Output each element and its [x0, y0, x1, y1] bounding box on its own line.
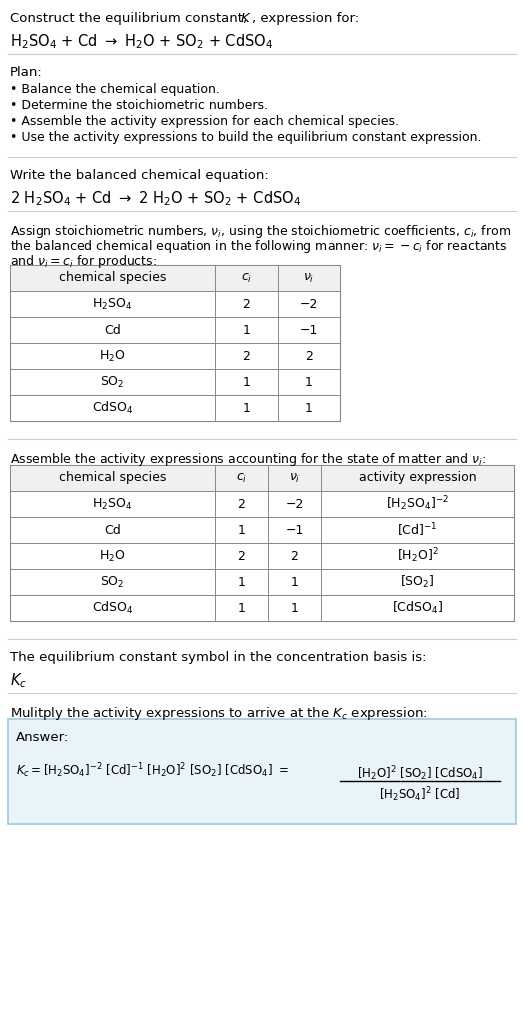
Text: $\mathregular{SO_2}$: $\mathregular{SO_2}$ — [100, 575, 125, 590]
Text: 2 $\mathregular{H_2SO_4}$ + Cd $\rightarrow$ 2 $\mathregular{H_2O}$ + $\mathregu: 2 $\mathregular{H_2SO_4}$ + Cd $\rightar… — [10, 189, 301, 207]
FancyBboxPatch shape — [8, 719, 516, 824]
FancyBboxPatch shape — [10, 265, 340, 291]
Text: $[\mathrm{H_2SO_4}]^{2}\ [\mathrm{Cd}]$: $[\mathrm{H_2SO_4}]^{2}\ [\mathrm{Cd}]$ — [379, 785, 461, 803]
Text: $c_i$: $c_i$ — [241, 272, 252, 285]
Text: 2: 2 — [237, 549, 245, 562]
Text: • Use the activity expressions to build the equilibrium constant expression.: • Use the activity expressions to build … — [10, 131, 482, 144]
Text: $K_c$: $K_c$ — [10, 671, 27, 690]
Text: $[\mathrm{H_2O}]^{2}$: $[\mathrm{H_2O}]^{2}$ — [397, 547, 439, 565]
Text: Cd: Cd — [104, 323, 121, 337]
Text: −1: −1 — [285, 524, 304, 537]
Text: • Determine the stoichiometric numbers.: • Determine the stoichiometric numbers. — [10, 99, 268, 112]
Text: 2: 2 — [305, 350, 313, 362]
FancyBboxPatch shape — [10, 465, 514, 491]
Text: $[\mathrm{SO_2}]$: $[\mathrm{SO_2}]$ — [400, 574, 435, 590]
Text: 1: 1 — [243, 402, 250, 415]
Text: 1: 1 — [305, 402, 313, 415]
Text: Mulitply the activity expressions to arrive at the $K_c$ expression:: Mulitply the activity expressions to arr… — [10, 705, 428, 722]
Text: Plan:: Plan: — [10, 66, 43, 79]
Text: $[\mathrm{CdSO_4}]$: $[\mathrm{CdSO_4}]$ — [392, 600, 443, 616]
Text: 1: 1 — [243, 375, 250, 388]
Text: −1: −1 — [300, 323, 318, 337]
Text: The equilibrium constant symbol in the concentration basis is:: The equilibrium constant symbol in the c… — [10, 651, 427, 664]
Text: 2: 2 — [243, 350, 250, 362]
Text: activity expression: activity expression — [359, 472, 476, 484]
Text: 1: 1 — [237, 576, 245, 589]
Text: $K_c = [\mathrm{H_2SO_4}]^{-2}\ [\mathrm{Cd}]^{-1}\ [\mathrm{H_2O}]^{2}\ [\mathr: $K_c = [\mathrm{H_2SO_4}]^{-2}\ [\mathrm… — [16, 761, 289, 780]
Text: $\mathregular{H_2SO_4}$: $\mathregular{H_2SO_4}$ — [92, 496, 133, 512]
Text: Assign stoichiometric numbers, $\nu_i$, using the stoichiometric coefficients, $: Assign stoichiometric numbers, $\nu_i$, … — [10, 223, 511, 240]
Text: Construct the equilibrium constant,: Construct the equilibrium constant, — [10, 12, 252, 25]
Text: Cd: Cd — [104, 524, 121, 537]
Text: $[\mathrm{H_2SO_4}]^{-2}$: $[\mathrm{H_2SO_4}]^{-2}$ — [386, 494, 449, 514]
Text: $[\mathrm{Cd}]^{-1}$: $[\mathrm{Cd}]^{-1}$ — [397, 522, 438, 539]
Text: chemical species: chemical species — [59, 272, 166, 285]
Text: 1: 1 — [243, 323, 250, 337]
Text: $\mathregular{H_2SO_4}$ + Cd $\rightarrow$ $\mathregular{H_2O}$ + $\mathregular{: $\mathregular{H_2SO_4}$ + Cd $\rightarro… — [10, 32, 274, 51]
Text: 2: 2 — [291, 549, 299, 562]
Text: Assemble the activity expressions accounting for the state of matter and $\nu_i$: Assemble the activity expressions accoun… — [10, 451, 486, 468]
Text: 1: 1 — [305, 375, 313, 388]
Text: $\mathregular{H_2O}$: $\mathregular{H_2O}$ — [99, 349, 126, 363]
Text: 1: 1 — [291, 601, 299, 614]
Text: $\nu_i$: $\nu_i$ — [289, 472, 300, 484]
Text: $\mathregular{SO_2}$: $\mathregular{SO_2}$ — [100, 374, 125, 390]
Text: −2: −2 — [300, 298, 318, 310]
Text: $\nu_i$: $\nu_i$ — [303, 272, 315, 285]
Text: 1: 1 — [237, 524, 245, 537]
Text: $\mathregular{H_2O}$: $\mathregular{H_2O}$ — [99, 548, 126, 563]
Text: −2: −2 — [285, 497, 304, 511]
Text: $[\mathrm{H_2O}]^{2}\ [\mathrm{SO_2}]\ [\mathrm{CdSO_4}]$: $[\mathrm{H_2O}]^{2}\ [\mathrm{SO_2}]\ [… — [357, 764, 483, 783]
Text: $\mathregular{CdSO_4}$: $\mathregular{CdSO_4}$ — [92, 600, 133, 616]
FancyBboxPatch shape — [10, 265, 340, 421]
Text: 1: 1 — [291, 576, 299, 589]
Text: 2: 2 — [237, 497, 245, 511]
Text: $c_i$: $c_i$ — [236, 472, 247, 484]
Text: Answer:: Answer: — [16, 731, 69, 744]
Text: the balanced chemical equation in the following manner: $\nu_i = -c_i$ for react: the balanced chemical equation in the fo… — [10, 238, 507, 255]
Text: $K$: $K$ — [240, 12, 252, 25]
Text: $\mathregular{CdSO_4}$: $\mathregular{CdSO_4}$ — [92, 400, 133, 416]
Text: 1: 1 — [237, 601, 245, 614]
Text: • Balance the chemical equation.: • Balance the chemical equation. — [10, 83, 220, 96]
Text: 2: 2 — [243, 298, 250, 310]
FancyBboxPatch shape — [10, 465, 514, 621]
Text: Write the balanced chemical equation:: Write the balanced chemical equation: — [10, 169, 269, 182]
Text: , expression for:: , expression for: — [252, 12, 359, 25]
Text: and $\nu_i = c_i$ for products:: and $\nu_i = c_i$ for products: — [10, 253, 157, 270]
Text: $\mathregular{H_2SO_4}$: $\mathregular{H_2SO_4}$ — [92, 296, 133, 311]
Text: • Assemble the activity expression for each chemical species.: • Assemble the activity expression for e… — [10, 115, 399, 128]
Text: chemical species: chemical species — [59, 472, 166, 484]
